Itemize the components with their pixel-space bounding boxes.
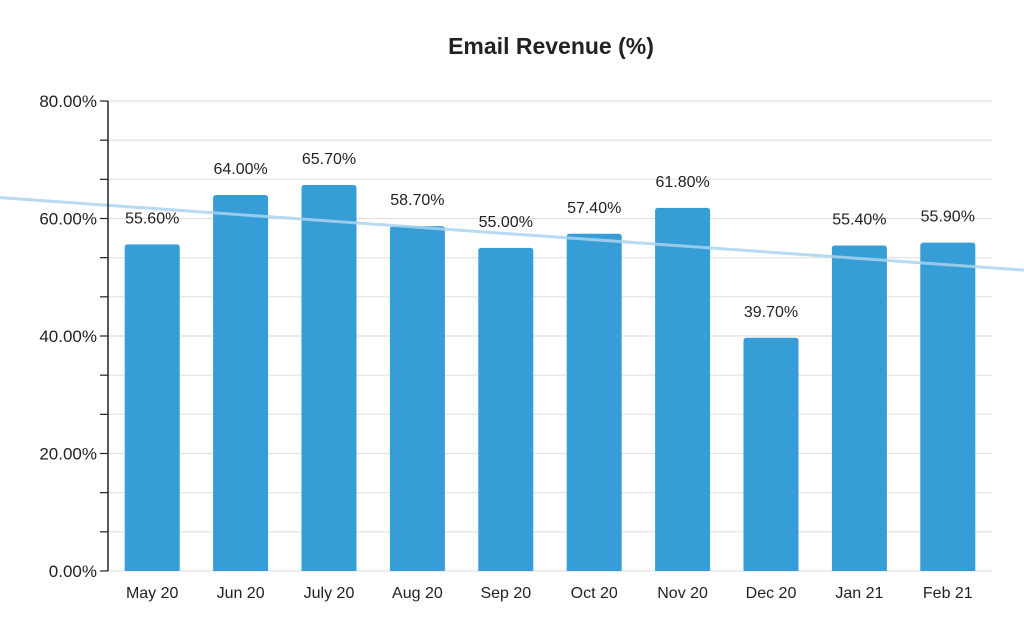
x-tick-label: Oct 20: [571, 585, 618, 602]
data-label: 39.70%: [744, 304, 798, 321]
bar: [655, 207, 711, 572]
data-label: 57.40%: [567, 200, 621, 217]
y-tick-label: 0.00%: [49, 562, 97, 581]
data-label: 55.40%: [832, 212, 886, 229]
bar: [566, 233, 622, 571]
bars: [124, 185, 976, 572]
data-labels: 55.60% 64.00% 65.70% 58.70% 55.00% 57.40% 61.8…: [125, 151, 975, 321]
bar: [213, 195, 269, 571]
data-label: 61.80%: [655, 174, 709, 191]
data-label: 64.00%: [213, 161, 267, 178]
bar: [920, 242, 976, 571]
data-label: 55.90%: [921, 209, 975, 226]
y-tick-label: 60.00%: [39, 210, 97, 229]
y-tick-label: 80.00%: [39, 92, 97, 111]
data-label: 65.70%: [302, 151, 356, 168]
x-tick-label: Sep 20: [480, 585, 531, 602]
bar: [301, 185, 357, 571]
axes: 0.00% 20.00% 40.00% 60.00% 80.00% May 20 Jun 2…: [39, 92, 972, 602]
data-label: 55.00%: [479, 214, 533, 231]
y-tick-label: 40.00%: [39, 327, 97, 346]
x-tick-label: Jun 20: [217, 585, 265, 602]
bar: [124, 244, 180, 571]
bar: [389, 226, 445, 571]
x-tick-label: July 20: [304, 585, 355, 602]
chart-title: Email Revenue (%): [448, 33, 654, 59]
trendline-group: [0, 196, 1024, 272]
bar: [831, 245, 887, 571]
x-tick-label: Jan 21: [835, 585, 883, 602]
x-tick-label: Dec 20: [746, 585, 797, 602]
x-tick-label: Nov 20: [657, 585, 708, 602]
y-tick-label: 20.00%: [39, 445, 97, 464]
bar: [478, 247, 534, 571]
x-tick-label: May 20: [126, 585, 179, 602]
data-label: 58.70%: [390, 192, 444, 209]
x-tick-label: Aug 20: [392, 585, 443, 602]
bar: [743, 337, 799, 571]
x-tick-label: Feb 21: [923, 585, 973, 602]
data-label: 55.60%: [125, 210, 179, 227]
trendline: [0, 196, 1024, 272]
